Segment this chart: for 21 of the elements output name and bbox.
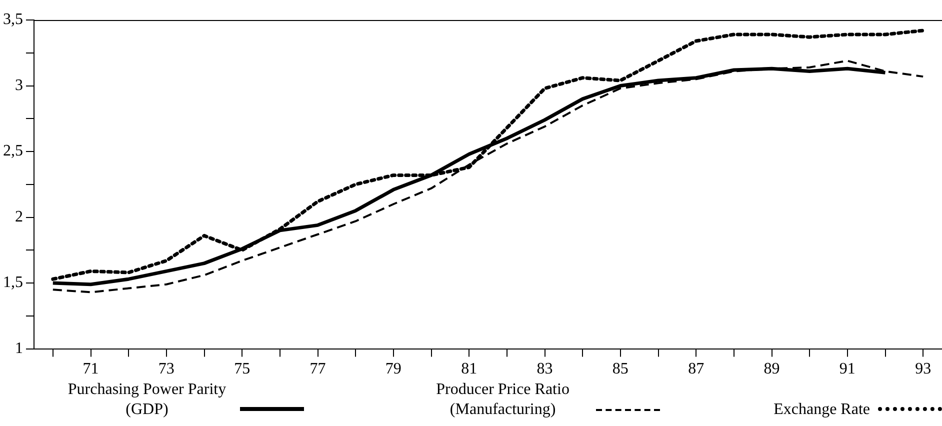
x-tick-label: 83 bbox=[536, 360, 553, 378]
x-tick-label: 93 bbox=[915, 360, 932, 378]
x-tick-label: 79 bbox=[385, 360, 402, 378]
x-tick-label: 75 bbox=[234, 360, 250, 378]
y-tick-label: 2,5 bbox=[3, 142, 23, 160]
legend-label: Purchasing Power Parity (GDP) bbox=[66, 380, 228, 420]
y-tick-label: 2 bbox=[15, 208, 23, 226]
x-tick-label: 77 bbox=[310, 360, 326, 378]
x-tick-label: 73 bbox=[158, 360, 174, 378]
y-tick-label: 1 bbox=[15, 340, 23, 358]
x-tick-label: 91 bbox=[839, 360, 856, 378]
x-tick-label: 89 bbox=[764, 360, 780, 378]
y-tick-label: 1,5 bbox=[3, 274, 23, 292]
legend-label: Producer Price Ratio (Manufacturing) bbox=[435, 380, 570, 420]
y-tick-label: 3 bbox=[15, 76, 23, 94]
y-tick-label: 3,5 bbox=[3, 11, 23, 28]
x-tick-label: 81 bbox=[461, 360, 478, 378]
x-tick-label: 71 bbox=[82, 360, 99, 378]
legend-label: Exchange Rate bbox=[774, 400, 870, 420]
x-tick-label: 85 bbox=[612, 360, 628, 378]
x-tick-label: 87 bbox=[688, 360, 704, 378]
